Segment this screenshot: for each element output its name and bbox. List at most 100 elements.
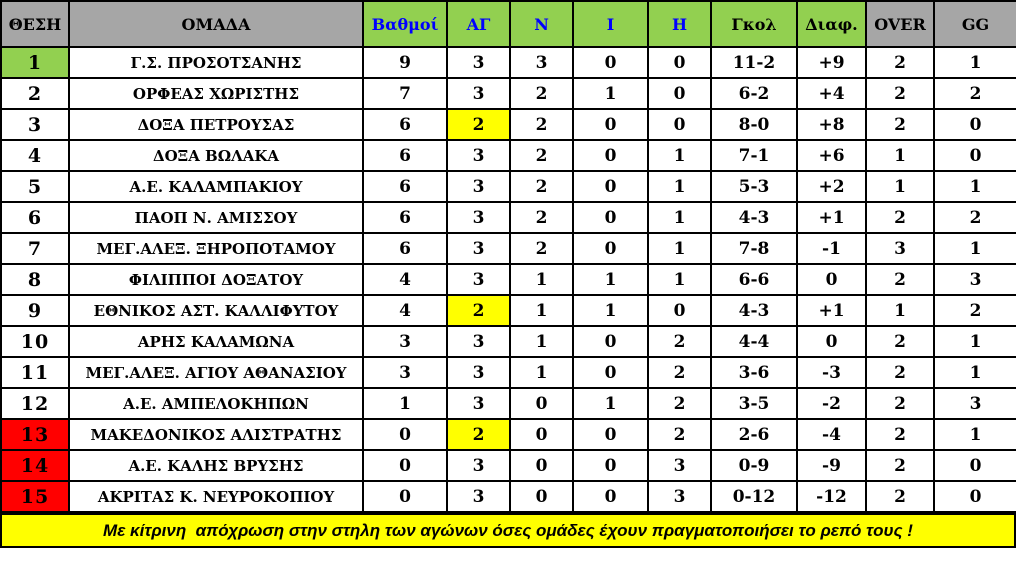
goal-diff-cell: -3 [796,356,867,389]
table-header: ΘΕΣΗ ΟΜΑΔΑ Βαθμοί ΑΓ Ν Ι Η Γκολ Διαφ. OVER GG [0,0,1016,48]
losses-cell: 1 [647,201,712,234]
team-name-cell: ΟΡΦΕΑΣ ΧΩΡΙΣΤΗΣ [68,77,364,110]
games-played-cell: 3 [446,201,511,234]
wins-cell: 1 [509,263,574,296]
games-played-cell: 3 [446,170,511,203]
gg-cell: 3 [933,263,1016,296]
gg-cell: 1 [933,46,1016,79]
wins-cell: 0 [509,449,574,482]
goals-cell: 7-1 [710,139,798,172]
points-cell: 7 [362,77,448,110]
gg-cell: 1 [933,418,1016,451]
goal-diff-cell: -9 [796,449,867,482]
header-row: ΘΕΣΗ ΟΜΑΔΑ Βαθμοί ΑΓ Ν Ι Η Γκολ Διαφ. OVER GG [0,0,1016,48]
games-played-cell: 3 [446,480,511,513]
over-cell: 2 [865,46,935,79]
gg-cell: 0 [933,139,1016,172]
games-played-cell: 3 [446,356,511,389]
goals-cell: 7-8 [710,232,798,265]
position-cell: 7 [0,232,70,265]
draws-cell: 0 [572,170,649,203]
position-cell: 6 [0,201,70,234]
table-row: 15 ΑΚΡΙΤΑΣ Κ. ΝΕΥΡΟΚΟΠΙΟΥ 0 3 0 0 3 0-12 -12 2 0 [0,480,1016,513]
points-cell: 0 [362,449,448,482]
games-played-cell: 3 [446,232,511,265]
goals-cell: 11-2 [710,46,798,79]
draws-cell: 0 [572,480,649,513]
goal-diff-cell: -4 [796,418,867,451]
losses-cell: 2 [647,387,712,420]
position-cell: 13 [0,418,70,451]
table-row: 13 ΜΑΚΕΔΟΝΙΚΟΣ ΑΛΙΣΤΡΑΤΗΣ 0 2 0 0 2 2-6 -4 2 1 [0,418,1016,451]
goals-cell: 6-2 [710,77,798,110]
goal-diff-cell: -12 [796,480,867,513]
over-cell: 2 [865,77,935,110]
draws-cell: 0 [572,325,649,358]
column-header-position: ΘΕΣΗ [0,0,70,48]
team-name-cell: Α.Ε. ΚΑΛΗΣ ΒΡΥΣΗΣ [68,449,364,482]
points-cell: 9 [362,46,448,79]
over-cell: 2 [865,325,935,358]
points-cell: 4 [362,294,448,327]
games-played-cell: 3 [446,449,511,482]
goals-cell: 4-4 [710,325,798,358]
team-name-cell: ΠΑΟΠ Ν. ΑΜΙΣΣΟΥ [68,201,364,234]
games-played-cell: 3 [446,46,511,79]
column-header-losses: Η [647,0,712,48]
team-name-cell: ΜΕΓ.ΑΛΕΞ. ΑΓΙΟΥ ΑΘΑΝΑΣΙΟΥ [68,356,364,389]
losses-cell: 1 [647,263,712,296]
goal-diff-cell: -1 [796,232,867,265]
games-played-cell: 2 [446,108,511,141]
over-cell: 2 [865,108,935,141]
gg-cell: 1 [933,356,1016,389]
column-header-diff: Διαφ. [796,0,867,48]
wins-cell: 0 [509,387,574,420]
wins-cell: 1 [509,325,574,358]
team-name-cell: ΦΙΛΙΠΠΟΙ ΔΟΞΑΤΟΥ [68,263,364,296]
wins-cell: 0 [509,418,574,451]
points-cell: 3 [362,325,448,358]
wins-cell: 2 [509,201,574,234]
over-cell: 2 [865,387,935,420]
gg-cell: 0 [933,449,1016,482]
points-cell: 3 [362,356,448,389]
games-played-cell: 3 [446,77,511,110]
column-header-goals: Γκολ [710,0,798,48]
table-row: 2 ΟΡΦΕΑΣ ΧΩΡΙΣΤΗΣ 7 3 2 1 0 6-2 +4 2 2 [0,77,1016,110]
draws-cell: 1 [572,387,649,420]
goal-diff-cell: +9 [796,46,867,79]
team-name-cell: Α.Ε. ΚΑΛΑΜΠΑΚΙΟΥ [68,170,364,203]
goal-diff-cell: 0 [796,325,867,358]
draws-cell: 1 [572,263,649,296]
column-header-gg: GG [933,0,1016,48]
draws-cell: 0 [572,201,649,234]
points-cell: 6 [362,108,448,141]
losses-cell: 1 [647,170,712,203]
points-cell: 6 [362,201,448,234]
position-cell: 10 [0,325,70,358]
goals-cell: 5-3 [710,170,798,203]
points-cell: 6 [362,139,448,172]
table-row: 4 ΔΟΞΑ ΒΩΛΑΚΑ 6 3 2 0 1 7-1 +6 1 0 [0,139,1016,172]
draws-cell: 0 [572,418,649,451]
table-row: 11 ΜΕΓ.ΑΛΕΞ. ΑΓΙΟΥ ΑΘΑΝΑΣΙΟΥ 3 3 1 0 2 3-6 -3 2 1 [0,356,1016,389]
goal-diff-cell: +1 [796,294,867,327]
goal-diff-cell: -2 [796,387,867,420]
gg-cell: 1 [933,170,1016,203]
goals-cell: 0-9 [710,449,798,482]
losses-cell: 2 [647,418,712,451]
position-cell: 1 [0,46,70,79]
draws-cell: 0 [572,449,649,482]
league-standings-page: ΘΕΣΗ ΟΜΑΔΑ Βαθμοί ΑΓ Ν Ι Η Γκολ Διαφ. OVER GG 1 Γ.Σ… [0,0,1016,548]
goal-diff-cell: +2 [796,170,867,203]
over-cell: 2 [865,418,935,451]
points-cell: 0 [362,418,448,451]
position-cell: 8 [0,263,70,296]
table-row: 10 ΑΡΗΣ ΚΑΛΑΜΩΝΑ 3 3 1 0 2 4-4 0 2 1 [0,325,1016,358]
games-played-cell: 2 [446,418,511,451]
team-name-cell: ΔΟΞΑ ΠΕΤΡΟΥΣΑΣ [68,108,364,141]
points-cell: 1 [362,387,448,420]
losses-cell: 1 [647,139,712,172]
games-played-cell: 3 [446,387,511,420]
team-name-cell: Γ.Σ. ΠΡΟΣΟΤΣΑΝΗΣ [68,46,364,79]
